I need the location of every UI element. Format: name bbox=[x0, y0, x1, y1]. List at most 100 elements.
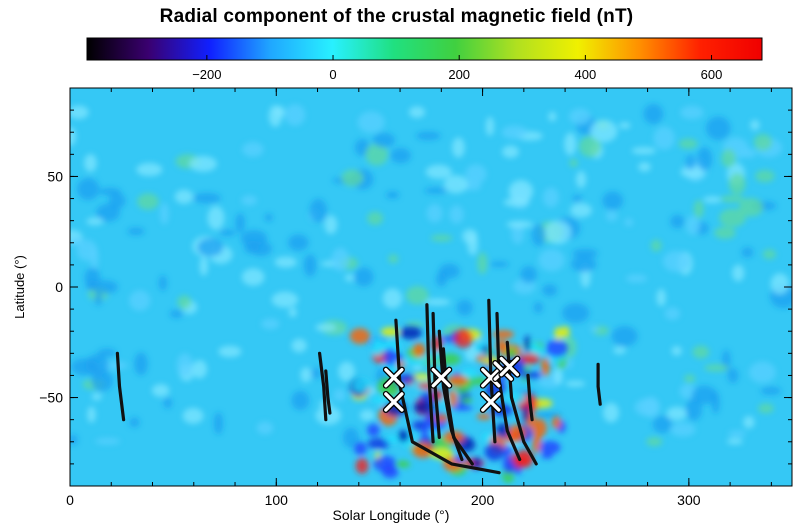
anomaly-blob bbox=[256, 421, 274, 435]
anomaly-blob bbox=[177, 295, 192, 310]
anomaly-blob bbox=[748, 361, 776, 384]
anomaly-blob bbox=[467, 233, 479, 256]
anomaly-blob bbox=[732, 264, 745, 282]
anomaly-blob bbox=[542, 187, 559, 208]
anomaly-blob bbox=[261, 318, 280, 330]
anomaly-blob bbox=[502, 145, 520, 159]
anomaly-blob bbox=[539, 440, 561, 455]
anomaly-blob bbox=[625, 274, 648, 283]
anomaly-blob bbox=[354, 267, 374, 287]
anomaly-blob bbox=[193, 192, 221, 204]
anomaly-blob bbox=[367, 211, 384, 226]
anomaly-blob bbox=[719, 195, 745, 203]
anomaly-blob bbox=[357, 111, 385, 134]
anomaly-blob bbox=[646, 437, 663, 447]
x-marker-stroke bbox=[431, 367, 452, 388]
anomaly-blob bbox=[449, 205, 464, 224]
anomaly-blob bbox=[443, 175, 469, 194]
trajectory-track bbox=[526, 373, 534, 422]
anomaly-blob bbox=[531, 223, 546, 247]
anomaly-blob bbox=[136, 162, 163, 177]
anomaly-blob bbox=[520, 371, 542, 379]
anomaly-blob bbox=[372, 132, 396, 148]
anomaly-blob bbox=[671, 346, 682, 356]
anomaly-blob bbox=[758, 403, 774, 414]
anomaly-blob bbox=[762, 249, 777, 260]
anomaly-blob bbox=[241, 195, 258, 206]
anomaly-blob bbox=[127, 227, 145, 236]
trajectory-track bbox=[115, 351, 126, 422]
anomaly-blob bbox=[755, 169, 775, 183]
anomaly-blob bbox=[324, 215, 338, 235]
anomaly-blob bbox=[94, 292, 103, 306]
anomaly-blob bbox=[97, 348, 117, 357]
anomaly-blob bbox=[508, 179, 534, 203]
anomaly-blob bbox=[693, 200, 704, 219]
anomaly-blob bbox=[643, 103, 664, 125]
anomaly-blob bbox=[333, 388, 346, 402]
anomaly-blob bbox=[315, 406, 342, 425]
anomaly-blob bbox=[529, 341, 538, 352]
anomaly-blob bbox=[650, 239, 662, 252]
colorbar-tick-label: 200 bbox=[448, 67, 470, 82]
anomaly-blob bbox=[424, 187, 448, 194]
anomaly-blob bbox=[664, 307, 681, 320]
x-tick-label: 200 bbox=[471, 492, 495, 508]
anomaly-blob bbox=[742, 148, 756, 159]
anomaly-blob bbox=[564, 132, 577, 156]
anomaly-blob bbox=[90, 280, 119, 295]
anomaly-blob bbox=[653, 126, 675, 150]
anomaly-blob bbox=[685, 154, 696, 170]
anomaly-blob bbox=[338, 361, 355, 382]
anomaly-blob bbox=[728, 173, 746, 195]
anomaly-blob bbox=[506, 220, 534, 229]
anomaly-blob bbox=[503, 197, 530, 207]
x-marker bbox=[382, 366, 405, 389]
anomaly-blob bbox=[242, 141, 264, 157]
anomaly-blob bbox=[160, 202, 169, 225]
anomaly-blob bbox=[548, 111, 557, 122]
anomaly-blob bbox=[367, 423, 380, 437]
anomaly-blob bbox=[572, 248, 599, 259]
x-tick-label: 300 bbox=[677, 492, 701, 508]
anomaly-blob bbox=[137, 193, 159, 210]
anomaly-blob bbox=[405, 286, 429, 305]
anomaly-blob bbox=[727, 368, 739, 384]
anomaly-blob bbox=[464, 345, 480, 362]
anomaly-blob bbox=[426, 203, 443, 223]
trajectory-track bbox=[425, 303, 435, 444]
anomaly-blob bbox=[743, 415, 755, 429]
x-marker-stroke bbox=[384, 367, 404, 388]
trajectory-track bbox=[596, 362, 602, 406]
anomaly-blob bbox=[631, 147, 656, 155]
anomaly-blob bbox=[618, 122, 631, 129]
anomaly-blob bbox=[684, 374, 696, 383]
anomaly-blob bbox=[213, 412, 224, 435]
anomaly-blob bbox=[471, 457, 482, 470]
anomaly-blob bbox=[569, 158, 578, 168]
anomaly-blob bbox=[545, 339, 568, 358]
colorbar-tick-label: 400 bbox=[575, 67, 597, 82]
anomaly-blob bbox=[670, 422, 696, 437]
anomaly-blob bbox=[531, 418, 547, 438]
anomaly-blob bbox=[219, 229, 237, 237]
anomaly-blob bbox=[551, 416, 562, 430]
anomaly-blob bbox=[590, 325, 599, 333]
anomaly-blob bbox=[579, 136, 601, 158]
anomaly-blob bbox=[726, 438, 743, 445]
anomaly-blob bbox=[691, 385, 717, 405]
anomaly-blob bbox=[395, 460, 411, 468]
anomaly-blob bbox=[151, 384, 170, 397]
anomaly-blob bbox=[90, 247, 99, 271]
anomaly-blob bbox=[575, 170, 587, 189]
anomaly-blob bbox=[385, 191, 400, 199]
anomaly-blob bbox=[365, 143, 389, 166]
anomaly-blob bbox=[602, 402, 620, 423]
anomaly-blob bbox=[91, 392, 102, 401]
anomaly-blob bbox=[383, 348, 397, 367]
anomaly-blob bbox=[565, 380, 586, 387]
y-axis-label: Latitude (°) bbox=[12, 255, 27, 319]
anomaly-blob bbox=[309, 198, 327, 223]
anomaly-blob bbox=[538, 248, 565, 272]
anomaly-blob bbox=[613, 346, 627, 355]
